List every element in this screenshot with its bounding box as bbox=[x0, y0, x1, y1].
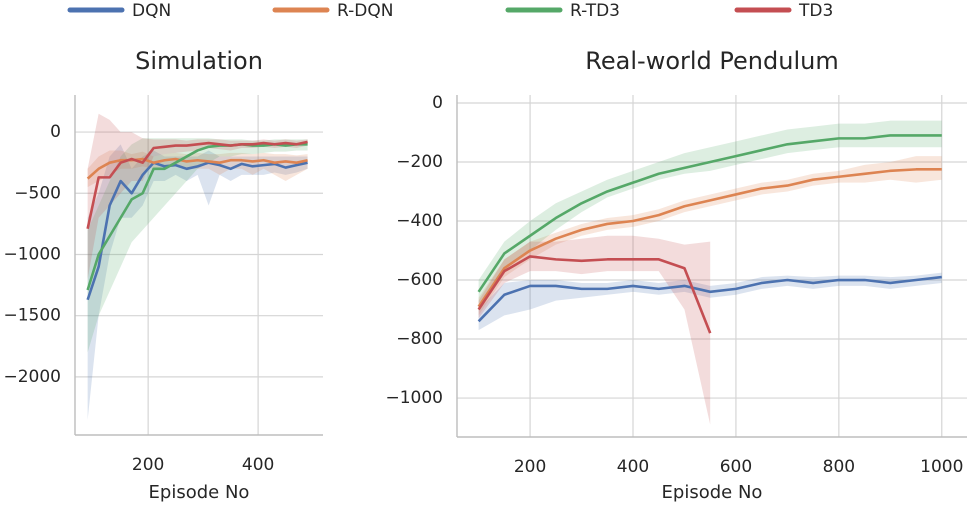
legend-item: TD3 bbox=[734, 1, 833, 21]
series-line bbox=[477, 168, 942, 308]
series-line bbox=[86, 161, 308, 301]
legend-label: DQN bbox=[132, 1, 171, 21]
y-tick-label: −500 bbox=[14, 183, 61, 203]
y-tick-label: −1000 bbox=[385, 388, 443, 408]
y-tick-label: −800 bbox=[396, 329, 443, 349]
x-tick-label: 400 bbox=[617, 457, 649, 477]
y-tick-label: −1500 bbox=[3, 306, 61, 326]
chart-title: Simulation bbox=[135, 47, 263, 75]
legend-item: R-TD3 bbox=[505, 1, 620, 21]
confidence-band bbox=[478, 235, 711, 425]
y-tick-label: −200 bbox=[396, 152, 443, 172]
confidence-band bbox=[87, 144, 308, 420]
x-axis-label: Episode No bbox=[149, 482, 250, 503]
legend-item: DQN bbox=[67, 1, 171, 21]
y-tick-label: −600 bbox=[396, 270, 443, 290]
x-tick-label: 800 bbox=[823, 457, 855, 477]
x-tick-label: 1000 bbox=[920, 457, 963, 477]
series-line bbox=[477, 275, 942, 323]
x-tick-label: 600 bbox=[720, 457, 752, 477]
confidence-band bbox=[87, 113, 308, 279]
x-tick-label: 200 bbox=[514, 457, 546, 477]
x-axis-label: Episode No bbox=[662, 482, 763, 503]
legend-label: R-TD3 bbox=[570, 1, 620, 21]
x-tick-label: 200 bbox=[132, 455, 164, 475]
series-line bbox=[86, 140, 308, 230]
confidence-band bbox=[478, 120, 942, 304]
x-tick-label: 400 bbox=[242, 455, 274, 475]
series-line bbox=[477, 255, 712, 334]
y-tick-label: −2000 bbox=[3, 367, 61, 387]
series-line bbox=[477, 134, 942, 293]
legend-item: R-DQN bbox=[272, 1, 393, 21]
legend-label: TD3 bbox=[798, 1, 833, 21]
chart-title: Real-world Pendulum bbox=[585, 47, 838, 75]
confidence-band bbox=[478, 272, 942, 331]
legend-label: R-DQN bbox=[337, 1, 393, 21]
y-tick-label: 0 bbox=[50, 122, 61, 142]
y-tick-label: 0 bbox=[432, 93, 443, 113]
confidence-band bbox=[478, 156, 942, 316]
y-tick-label: −400 bbox=[396, 211, 443, 231]
y-tick-label: −1000 bbox=[3, 244, 61, 264]
